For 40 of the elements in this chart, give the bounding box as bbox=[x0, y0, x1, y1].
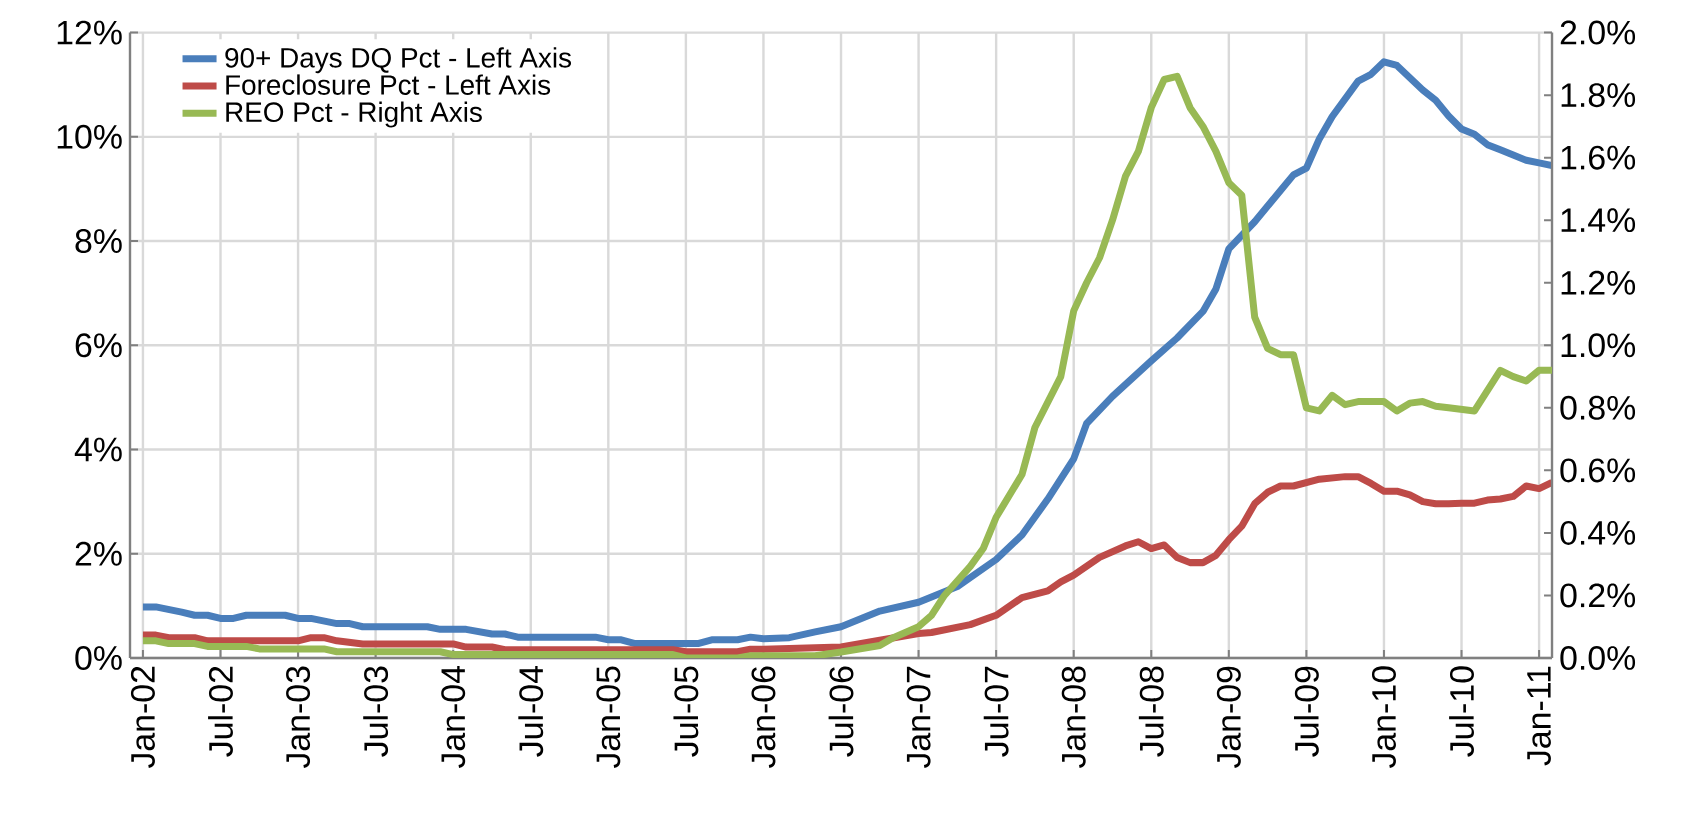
y-tick-label: 2% bbox=[75, 541, 122, 566]
x-tick-label: Jan-05 bbox=[596, 666, 621, 769]
y2-tick-label: 0.2% bbox=[1560, 583, 1636, 608]
x-tick-label: Jul-04 bbox=[518, 666, 544, 757]
legend-label: Foreclosure Pct - Left Axis bbox=[226, 74, 551, 95]
x-tick-label: Jan-04 bbox=[441, 666, 466, 769]
y2-tick-label: 1.6% bbox=[1561, 145, 1636, 170]
x-tick-label: Jul-09 bbox=[1293, 666, 1319, 757]
x-tick-label: Jul-02 bbox=[208, 666, 233, 757]
y2-tick-label: 0.6% bbox=[1560, 458, 1636, 483]
legend-label: REO Pct - Right Axis bbox=[226, 101, 482, 128]
x-tick-label: Jul-06 bbox=[828, 666, 854, 757]
x-tick-label: Jul-07 bbox=[983, 666, 1009, 757]
y2-tick-label: 1.4% bbox=[1561, 208, 1636, 233]
y2-tick-label: 1.8% bbox=[1561, 83, 1636, 108]
y2-tick-label: 0.8% bbox=[1560, 395, 1636, 420]
y-tick-label: 12% bbox=[57, 20, 122, 45]
x-tick-label: Jan-10 bbox=[1371, 666, 1396, 769]
x-tick-label: Jul-03 bbox=[363, 666, 389, 757]
y-tick-label: 6% bbox=[75, 333, 122, 358]
y2-tick-label: 0.4% bbox=[1560, 520, 1636, 545]
x-tick-label: Jan-09 bbox=[1216, 666, 1241, 769]
x-tick-label: Jan-08 bbox=[1061, 666, 1086, 769]
y2-tick-label: 0.0% bbox=[1560, 646, 1636, 670]
x-tick-label: Jan-03 bbox=[286, 666, 311, 769]
x-tick-label: Jan-07 bbox=[906, 666, 931, 769]
x-tick-label: Jul-05 bbox=[673, 666, 699, 757]
legend-label: 90+ Days DQ Pct - Left Axis bbox=[225, 47, 572, 74]
y2-tick-label: 2.0% bbox=[1560, 20, 1636, 45]
x-tick-label: Jan-11 bbox=[1527, 666, 1551, 766]
x-tick-label: Jan-06 bbox=[751, 666, 776, 769]
y2-tick-label: 1.0% bbox=[1561, 333, 1636, 358]
y-tick-label: 4% bbox=[74, 437, 122, 462]
y2-tick-label: 1.2% bbox=[1561, 270, 1636, 295]
y-tick-label: 0% bbox=[75, 646, 122, 670]
x-tick-label: Jul-08 bbox=[1138, 666, 1164, 757]
x-tick-label: Jan-02 bbox=[130, 666, 155, 769]
y-tick-label: 8% bbox=[75, 229, 122, 254]
y-tick-label: 10% bbox=[57, 124, 122, 149]
x-tick-label: Jul-10 bbox=[1449, 666, 1474, 757]
